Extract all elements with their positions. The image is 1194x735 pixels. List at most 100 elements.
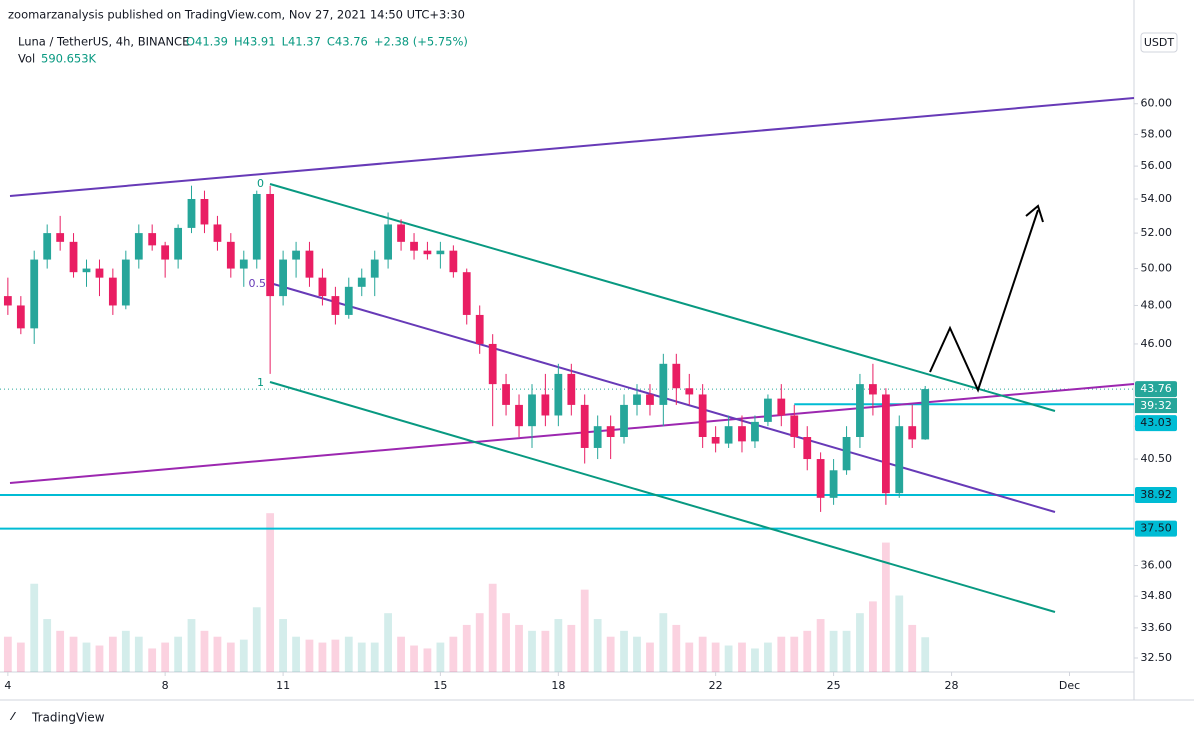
volume-bar <box>148 648 157 672</box>
y-tick-label: 60.00 <box>1141 97 1173 110</box>
candle-body <box>95 268 104 278</box>
volume-bar <box>488 583 497 672</box>
ohlc-value: H43.91 <box>234 35 276 49</box>
volume-bar <box>698 636 707 672</box>
candle-body <box>148 233 157 246</box>
candle-body <box>646 394 654 405</box>
x-tick-label: 15 <box>433 679 447 692</box>
volume-bar <box>370 642 379 672</box>
x-tick-label: 18 <box>551 679 565 692</box>
candle-body <box>711 437 720 444</box>
candle-body <box>698 394 707 438</box>
volume-bar <box>436 642 445 672</box>
volume-bar <box>567 624 576 672</box>
y-tick-label: 58.00 <box>1141 127 1173 140</box>
volume-bar <box>187 619 196 672</box>
candle-body <box>331 296 340 315</box>
candle-body <box>672 363 681 389</box>
volume-bar <box>226 642 235 672</box>
volume-bar <box>423 648 432 672</box>
candle-body <box>213 224 222 242</box>
y-tick-label: 52.00 <box>1141 226 1173 239</box>
candles <box>3 185 930 512</box>
volume-bar <box>266 513 275 672</box>
volume-bar <box>908 624 917 672</box>
ohlc-legend: O41.39 H43.91 L41.37 C43.76 +2.38 (+5.75%) <box>186 35 468 49</box>
price-line-label-box <box>1135 415 1177 432</box>
candle-body <box>266 193 275 297</box>
candle-body <box>488 343 497 385</box>
volume-bar <box>580 589 589 672</box>
candle-body <box>108 277 117 306</box>
volume-bar <box>161 642 170 672</box>
candle-body <box>829 470 838 498</box>
countdown: 39:32 <box>1140 399 1172 412</box>
volume-bar <box>711 642 720 672</box>
symbol: Luna / TetherUS, 4h, BINANCE <box>18 35 189 49</box>
candle-body <box>318 277 327 297</box>
ohlc-value: O41.39 <box>186 35 228 49</box>
volume-bar <box>620 630 628 672</box>
x-tick-label: 25 <box>827 679 841 692</box>
candle-body <box>580 404 589 448</box>
axes: 60.00 58.00 56.00 54.00 52.00 50.00 48.00 46.00… <box>4 97 1177 692</box>
volume-bar <box>528 630 536 672</box>
volume-bar <box>279 619 287 672</box>
volume-bar <box>95 645 104 672</box>
fib-label: 0 <box>257 177 264 190</box>
candle-body <box>239 259 248 269</box>
candle-body <box>121 259 130 306</box>
candle-body <box>515 404 523 427</box>
candle-body <box>633 394 641 405</box>
candle-body <box>397 224 405 242</box>
candle-body <box>528 394 536 427</box>
price-line-label: 37.50 <box>1140 522 1172 535</box>
candle-body <box>305 250 314 278</box>
volume-bar <box>318 642 327 672</box>
volume-bar <box>751 648 759 672</box>
candle-body <box>921 389 930 440</box>
candle-body <box>161 245 170 260</box>
candle-body <box>200 198 209 225</box>
y-tick-label: 33.60 <box>1141 621 1173 634</box>
currency[interactable]: USDT <box>1144 36 1175 49</box>
price-lines <box>0 388 1134 530</box>
volume-bar <box>331 639 340 672</box>
volume-bar <box>502 613 510 672</box>
y-tick-label: 36.00 <box>1141 559 1173 572</box>
volume-bar <box>16 642 25 672</box>
candle-body <box>803 437 812 460</box>
candle-body <box>816 459 825 498</box>
projection-arrow <box>929 209 1039 393</box>
candle-body <box>502 384 510 405</box>
candle-body <box>475 314 484 344</box>
candle-body <box>292 250 300 260</box>
fib-label: 0.5 <box>249 277 267 290</box>
candle-body <box>790 415 799 438</box>
volume-bar <box>200 630 209 672</box>
y-tick-label: 50.00 <box>1141 262 1173 275</box>
volume-bar <box>659 613 668 672</box>
channel-bottom <box>269 381 1056 613</box>
candle-body <box>174 227 183 260</box>
countdown-box <box>1135 398 1177 414</box>
candle-body <box>751 421 759 442</box>
candle-body <box>908 426 917 440</box>
y-tick-label: 56.00 <box>1141 159 1173 172</box>
volume-bar <box>69 636 78 672</box>
candle-body <box>449 250 458 273</box>
y-tick-label: 48.00 <box>1141 298 1173 311</box>
volume-bar <box>449 636 458 672</box>
volume-value: 590.653K <box>41 52 97 66</box>
volume-bar <box>462 624 471 672</box>
publisher: zoomarzanalysis published on TradingView… <box>8 8 465 22</box>
volume-bar <box>213 636 222 672</box>
trendline <box>9 97 1135 197</box>
ohlc-value: C43.76 <box>327 35 368 49</box>
candle-body <box>279 259 287 297</box>
volume-bar <box>646 642 654 672</box>
currency-box[interactable] <box>1140 32 1178 53</box>
volume-bar <box>252 607 261 672</box>
volume-bar <box>475 613 484 672</box>
